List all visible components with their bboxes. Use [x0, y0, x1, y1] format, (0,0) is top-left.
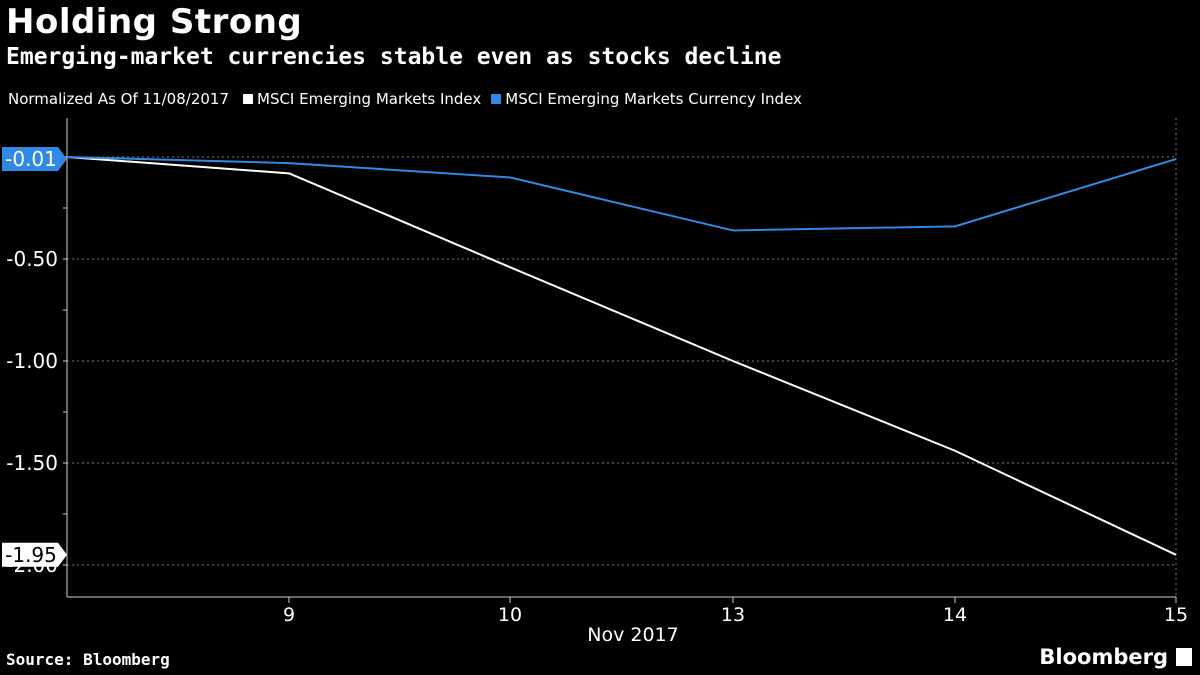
legend-item-currency: MSCI Emerging Markets Currency Index — [491, 90, 802, 108]
series-line-stocks — [66, 156, 1177, 556]
chart-title: Holding Strong — [6, 2, 303, 42]
x-axis-label: Nov 2017 — [587, 624, 678, 646]
brand-logo-text: Bloomberg — [1039, 645, 1168, 669]
x-tick-label: 9 — [283, 604, 295, 626]
source-note: Source: Bloomberg — [6, 650, 170, 669]
chart-subtitle: Emerging-market currencies stable even a… — [6, 44, 782, 70]
y-tick-label: -0.50 — [6, 247, 58, 271]
legend-label-currency: MSCI Emerging Markets Currency Index — [505, 90, 802, 108]
value-tag-currency — [2, 147, 67, 172]
legend-label-stocks: MSCI Emerging Markets Index — [257, 90, 482, 108]
value-tag-stocks — [2, 542, 67, 567]
legend-item-stocks: MSCI Emerging Markets Index — [243, 90, 481, 108]
x-tick-label: 15 — [1164, 604, 1188, 626]
bloomberg-icon — [1176, 648, 1192, 666]
legend: Normalized As Of 11/08/2017 MSCI Emergin… — [8, 90, 812, 108]
y-tick-label: -1.50 — [6, 451, 58, 475]
value-tag-label: -0.01 — [5, 147, 57, 171]
y-tick-label: -1.00 — [6, 349, 58, 373]
series-line-currency — [66, 156, 1177, 232]
x-tick-label: 13 — [721, 604, 745, 626]
legend-note: Normalized As Of 11/08/2017 — [8, 90, 229, 108]
x-tick-label: 10 — [498, 604, 522, 626]
value-tag-label: -1.95 — [5, 543, 57, 567]
legend-swatch-white — [243, 94, 253, 104]
x-tick-label: 14 — [943, 604, 967, 626]
legend-swatch-blue — [491, 94, 502, 104]
